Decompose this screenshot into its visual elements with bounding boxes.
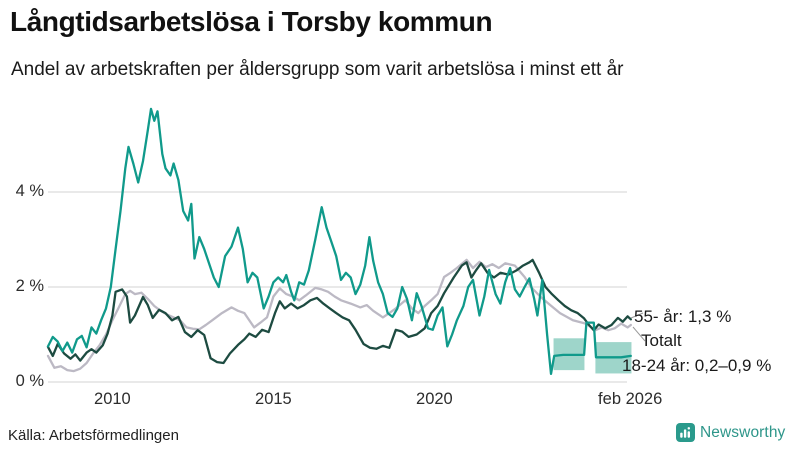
x-tick-label: 2020 — [416, 390, 453, 408]
leader-line — [632, 326, 646, 342]
chart-subtitle: Andel av arbetskraften per åldersgrupp s… — [11, 59, 624, 80]
y-tick-label: 0 % — [15, 372, 44, 390]
leader-line — [630, 312, 644, 319]
series-end-label: Totalt — [641, 331, 682, 350]
y-tick-label: 2 % — [15, 277, 44, 295]
y-tick-label: 4 % — [15, 182, 44, 200]
brand-name: Newsworthy — [700, 423, 786, 441]
newsworthy-bar-chart-icon — [676, 423, 695, 442]
newsworthy-logo[interactable]: Newsworthy — [676, 423, 785, 442]
page-title: Långtidsarbetslösa i Torsby kommun — [10, 6, 493, 37]
x-tick-label: 2010 — [94, 390, 131, 408]
series-line-55--r — [46, 258, 632, 365]
x-tick-label: 2015 — [255, 390, 292, 408]
source-caption: Källa: Arbetsförmedlingen — [8, 427, 179, 444]
series-end-label: 18-24 år: 0,2–0,9 % — [622, 356, 772, 375]
series-end-label: 55- år: 1,3 % — [634, 307, 732, 326]
x-tick-label: feb 2026 — [598, 390, 663, 408]
series-line-18-24-r — [46, 107, 632, 376]
